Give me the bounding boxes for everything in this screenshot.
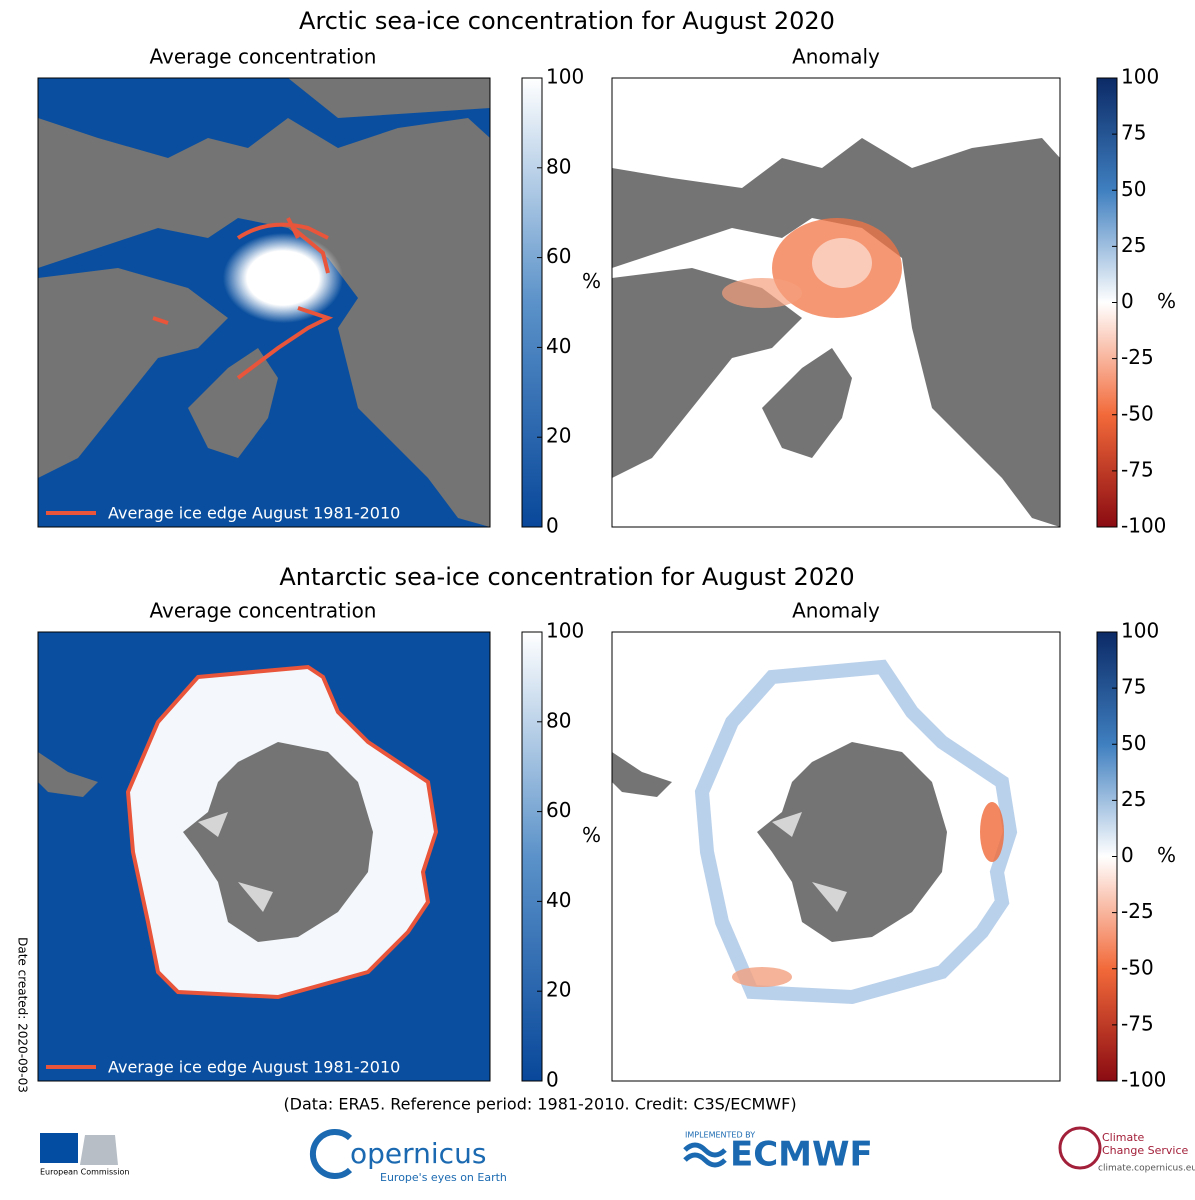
logo-text: Europe's eyes on Earth [380,1171,507,1184]
colorbar-tick-label: 0 [546,514,559,538]
date-created: Date created: 2020-09-03 [16,937,30,1093]
colorbar-tick-label: -75 [1121,1011,1154,1035]
colorbar-unit: % [1157,843,1176,867]
colorbar-unit: % [1157,289,1176,313]
colorbar-tick-label: 0 [1121,289,1134,313]
colorbar-tick-label: 50 [1121,177,1146,201]
colorbar [521,631,543,1082]
map-frame [37,77,491,528]
colorbar-tick-label: -25 [1121,899,1154,923]
logo-text: European Commission [40,1168,129,1177]
logo-ec: European Commission [40,1133,129,1177]
colorbar-tick-label: 100 [546,65,584,89]
colorbar-tick-label: 80 [546,708,571,732]
colorbar-tick-label: 75 [1121,675,1146,699]
colorbar-tick-label: 40 [546,888,571,912]
map-frame [611,77,1061,528]
colorbar-tick-label: 40 [546,334,571,358]
section-title: Arctic sea-ice concentration for August … [299,7,835,35]
colorbar-tick-label: 100 [1121,619,1159,643]
logo-c3s: Climate Change Service climate.copernicu… [1058,1126,1195,1174]
panel-title: Average concentration [149,599,376,623]
colorbar-tick-label: 0 [1121,843,1134,867]
colorbar [521,77,543,528]
logo-copernicus: opernicus Europe's eyes on Earth [309,1129,507,1184]
panel-title: Anomaly [792,45,880,69]
section-title: Antarctic sea-ice concentration for Augu… [279,563,854,591]
map-antarctic-anomaly [612,632,1064,1081]
logo-ecmwf: IMPLEMENTED BY ECMWF [683,1131,873,1175]
logo-text: Climate [1102,1131,1145,1144]
colorbar-tick-label: 100 [1121,65,1159,89]
logo-text: opernicus [350,1137,486,1170]
footer-note: (Data: ERA5. Reference period: 1981-2010… [283,1095,796,1114]
colorbar-tick-label: -50 [1121,955,1154,979]
colorbar-tick-label: 60 [546,798,571,822]
colorbar-tick-label: 80 [546,154,571,178]
colorbar-tick-label: -75 [1121,457,1154,481]
colorbar-tick-label: 20 [546,424,571,448]
colorbar-tick-label: 60 [546,244,571,268]
logo-text: IMPLEMENTED BY [685,1131,755,1140]
logo-text: climate.copernicus.eu [1098,1164,1195,1174]
legend-label: Average ice edge August 1981-2010 [108,1058,400,1077]
colorbar-tick-label: -100 [1121,514,1166,538]
colorbar-unit: % [582,823,601,847]
logo-text: ECMWF [730,1135,873,1175]
colorbar-tick-label: 50 [1121,731,1146,755]
colorbar-tick-label: 20 [546,978,571,1002]
map-arctic-anomaly [612,78,1064,527]
colorbar-tick-label: 25 [1121,787,1146,811]
colorbar-tick-label: 75 [1121,121,1146,145]
legend-label: Average ice edge August 1981-2010 [108,504,400,523]
map-frame [611,631,1061,1082]
colorbar-tick-label: -100 [1121,1068,1166,1092]
map-frame [37,631,491,1082]
panel-title: Average concentration [149,45,376,69]
panel-title: Anomaly [792,599,880,623]
map-antarctic-average [38,632,490,1081]
colorbar-tick-label: -50 [1121,401,1154,425]
logo-text: Change Service [1102,1144,1188,1157]
colorbar-tick-label: 0 [546,1068,559,1092]
colorbar-unit: % [582,269,601,293]
map-arctic-average: Average ice edge August 1981-2010 [38,78,490,527]
colorbar-tick-label: 25 [1121,233,1146,257]
colorbar-tick-label: -25 [1121,345,1154,369]
colorbar-tick-label: 100 [546,619,584,643]
